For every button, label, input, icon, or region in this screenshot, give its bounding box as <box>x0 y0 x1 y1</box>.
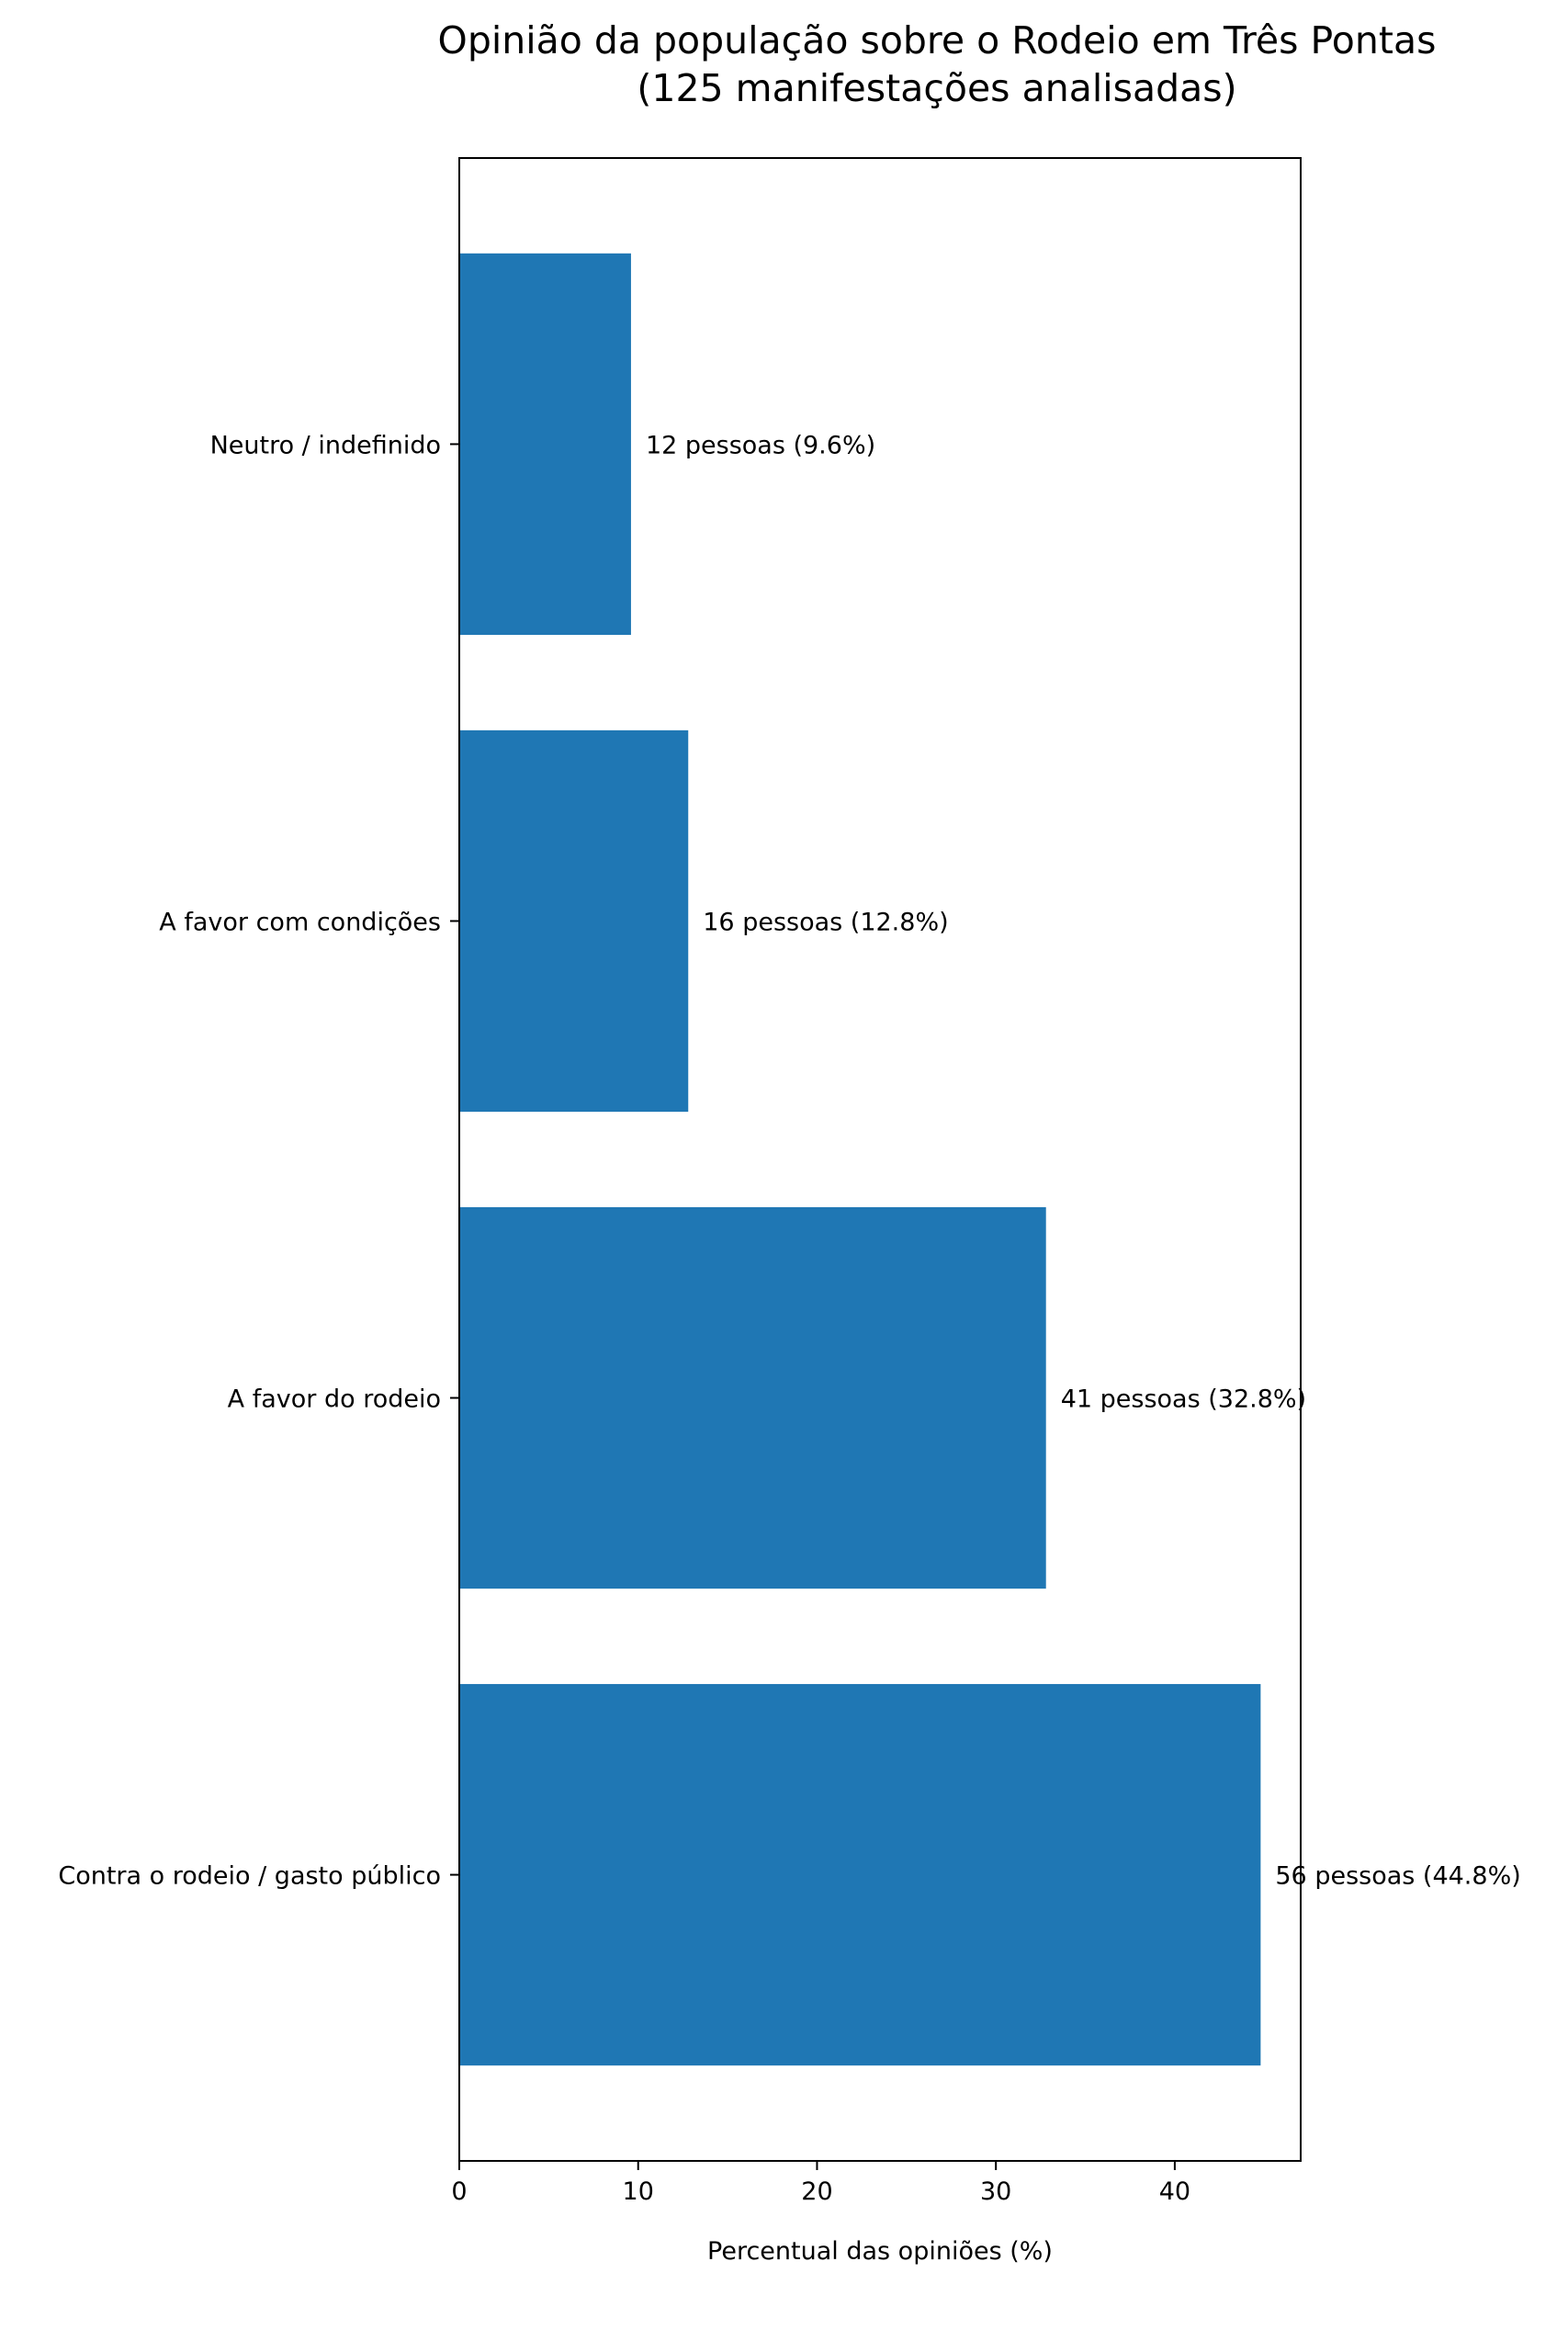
bar-value-label: 12 pessoas (9.6%) <box>646 431 875 459</box>
x-tick-label: 20 <box>801 2177 832 2206</box>
x-tick-label: 10 <box>623 2177 654 2206</box>
bar-value-label: 56 pessoas (44.8%) <box>1275 1862 1520 1891</box>
bar-value-label: 16 pessoas (12.8%) <box>703 908 948 936</box>
bar <box>459 1683 1261 2066</box>
y-tick-label: Neutro / indefinido <box>210 431 441 459</box>
x-tick-label: 0 <box>451 2177 467 2206</box>
x-tick-label: 40 <box>1159 2177 1190 2206</box>
bar <box>459 1206 1046 1589</box>
bar <box>459 729 689 1113</box>
chart-title-line-1: Opinião da população sobre o Rodeio em T… <box>438 18 1437 62</box>
bar <box>459 253 631 636</box>
chart-title-line-2: (125 manifestações analisadas) <box>637 66 1236 110</box>
x-tick-label: 30 <box>980 2177 1011 2206</box>
y-tick-label: A favor do rodeio <box>228 1385 441 1414</box>
y-tick-label: Contra o rodeio / gasto público <box>58 1862 441 1891</box>
x-axis-label: Percentual das opiniões (%) <box>707 2237 1053 2266</box>
y-tick-label: A favor com condições <box>159 908 441 936</box>
plot-frame <box>458 157 1302 2162</box>
bar-value-label: 41 pessoas (32.8%) <box>1061 1385 1306 1414</box>
